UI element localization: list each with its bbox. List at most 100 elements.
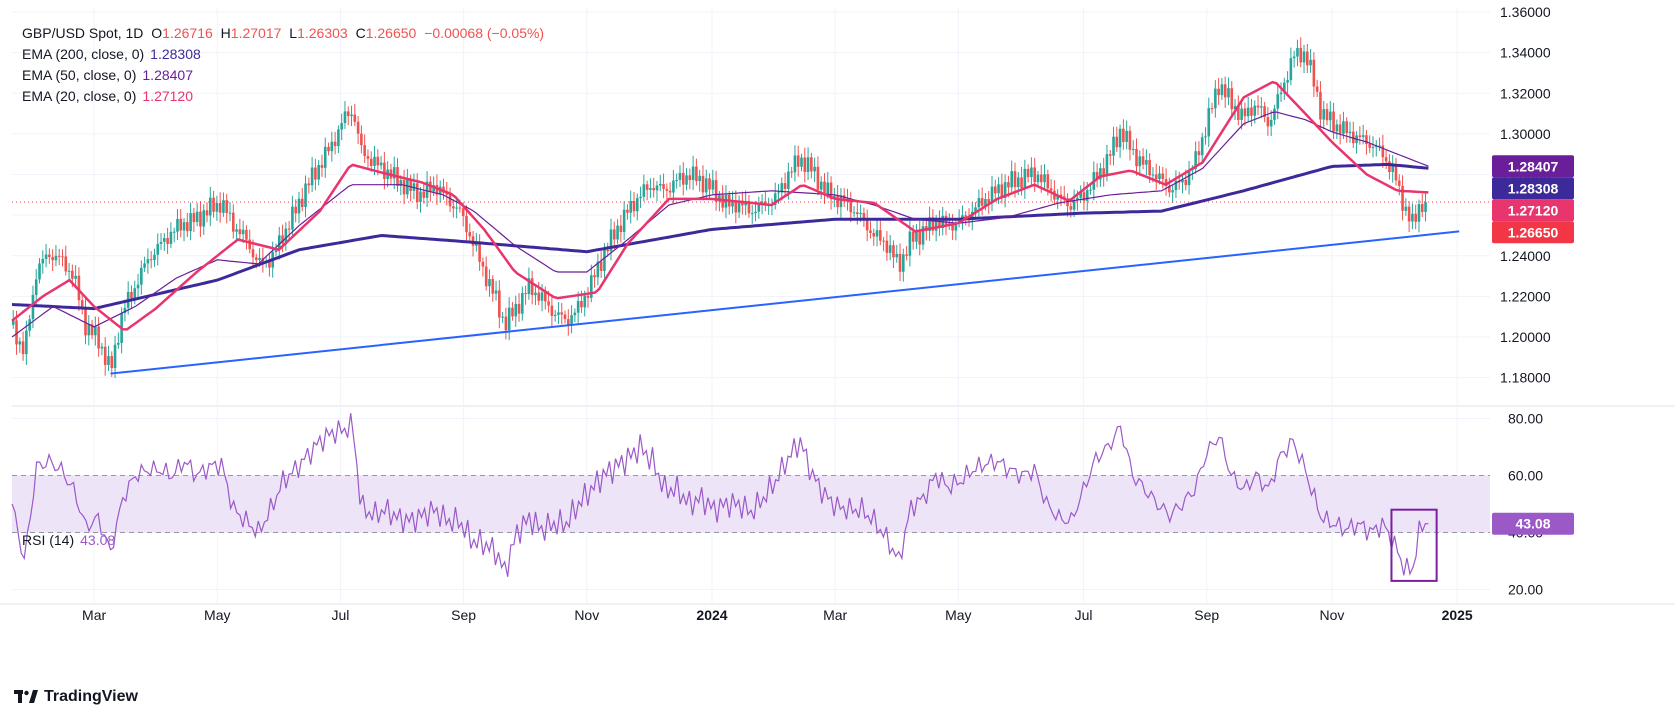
candle-body bbox=[320, 165, 324, 168]
candle-body bbox=[15, 320, 18, 345]
low-value: 1.26303 bbox=[297, 25, 348, 41]
candle-body bbox=[675, 179, 678, 181]
candle-body bbox=[205, 210, 209, 216]
candle-body bbox=[1250, 107, 1253, 116]
candle-body bbox=[491, 279, 495, 294]
candle-body bbox=[366, 156, 370, 159]
candle-body bbox=[517, 303, 521, 314]
candle-body bbox=[836, 195, 839, 208]
candle-body bbox=[1007, 182, 1010, 188]
candle-body bbox=[872, 233, 876, 237]
candle-body bbox=[662, 183, 665, 189]
candle-body bbox=[714, 180, 718, 202]
candle-body bbox=[1000, 184, 1004, 199]
candle-body bbox=[1384, 157, 1388, 162]
candle-body bbox=[379, 162, 383, 166]
candle-body bbox=[1407, 206, 1411, 222]
candle-body bbox=[856, 212, 859, 215]
candle-body bbox=[672, 180, 675, 193]
candle-body bbox=[642, 184, 646, 197]
candle-body bbox=[632, 201, 636, 212]
ema20-legend[interactable]: EMA (20, close, 0) 1.27120 bbox=[22, 88, 193, 104]
candle-body bbox=[934, 220, 938, 231]
candle-body bbox=[64, 256, 68, 272]
ema50-legend[interactable]: EMA (50, close, 0) 1.28407 bbox=[22, 67, 193, 83]
price-badge-label: 1.28308 bbox=[1508, 180, 1559, 196]
candle-body bbox=[156, 243, 160, 255]
candle-body bbox=[1069, 206, 1073, 210]
ema200-line bbox=[11, 162, 1429, 311]
price-tick-label: 1.36000 bbox=[1500, 4, 1551, 20]
candle-body bbox=[691, 166, 695, 181]
ema200-legend[interactable]: EMA (200, close, 0) 1.28308 bbox=[22, 46, 201, 62]
candle-body bbox=[74, 275, 77, 279]
candle-body bbox=[1338, 124, 1342, 134]
candle-body bbox=[1076, 197, 1079, 201]
candle-body bbox=[373, 156, 376, 166]
candle-body bbox=[182, 222, 186, 231]
candle-body bbox=[1411, 213, 1414, 222]
candle-body bbox=[635, 198, 639, 212]
candle-body bbox=[274, 249, 278, 253]
candle-body bbox=[892, 245, 895, 258]
candle-body bbox=[514, 303, 518, 317]
candle-body bbox=[1168, 185, 1171, 193]
candle-body bbox=[507, 307, 511, 331]
candle-body bbox=[1013, 171, 1017, 188]
candle-body bbox=[1020, 177, 1023, 189]
ema200-label: EMA (200, close, 0) bbox=[22, 46, 145, 62]
tradingview-branding[interactable]: TradingView bbox=[14, 688, 138, 706]
candle-body bbox=[297, 198, 301, 214]
candle-body bbox=[1394, 165, 1398, 181]
candle-body bbox=[277, 235, 281, 250]
candle-body bbox=[1319, 91, 1322, 120]
rsi-band bbox=[12, 475, 1490, 533]
candle-body bbox=[1158, 173, 1161, 180]
candle-body bbox=[816, 166, 820, 190]
candle-body bbox=[819, 181, 823, 190]
candle-body bbox=[1085, 190, 1089, 201]
candle-body bbox=[415, 183, 419, 203]
candle-body bbox=[1220, 84, 1224, 96]
candle-body bbox=[1243, 108, 1247, 117]
candle-body bbox=[488, 279, 491, 287]
open-value: 1.26716 bbox=[162, 25, 213, 41]
candle-body bbox=[1279, 92, 1283, 95]
rsi-legend[interactable]: RSI (14) 43.08 bbox=[22, 532, 115, 548]
candle-body bbox=[550, 305, 554, 316]
rsi-tick-label: 60.00 bbox=[1508, 468, 1543, 484]
candle-body bbox=[1174, 180, 1178, 191]
brand-text: TradingView bbox=[44, 688, 138, 705]
candle-body bbox=[888, 245, 892, 253]
candle-body bbox=[757, 203, 761, 212]
candle-body bbox=[530, 278, 534, 296]
candle-body bbox=[498, 290, 501, 318]
candle-body bbox=[1197, 151, 1201, 156]
candle-body bbox=[629, 201, 633, 213]
candle-body bbox=[1273, 108, 1276, 120]
open-label: O bbox=[151, 25, 163, 41]
candle-body bbox=[268, 261, 271, 268]
candle-body bbox=[557, 312, 560, 315]
candle-body bbox=[323, 146, 327, 168]
candle-body bbox=[1125, 130, 1128, 142]
ema20-label: EMA (20, close, 0) bbox=[22, 88, 137, 104]
price-tick-label: 1.18000 bbox=[1500, 370, 1551, 386]
candle-body bbox=[346, 111, 350, 117]
rsi-highlight-box bbox=[1390, 508, 1438, 582]
candle-body bbox=[537, 292, 541, 301]
symbol-title[interactable]: GBP/USD Spot, 1D bbox=[22, 25, 144, 41]
candle-body bbox=[1223, 84, 1227, 98]
candle-body bbox=[494, 290, 498, 294]
candle-body bbox=[773, 193, 777, 206]
candle-body bbox=[839, 195, 843, 208]
candle-body bbox=[898, 253, 902, 272]
candle-body bbox=[1033, 167, 1036, 183]
candle-body bbox=[1046, 174, 1050, 189]
candle-body bbox=[908, 231, 912, 256]
candle-body bbox=[938, 220, 941, 229]
candle-body bbox=[1016, 177, 1020, 188]
candle-body bbox=[1102, 168, 1105, 176]
change-value: −0.00068 (−0.05%) bbox=[424, 25, 545, 41]
